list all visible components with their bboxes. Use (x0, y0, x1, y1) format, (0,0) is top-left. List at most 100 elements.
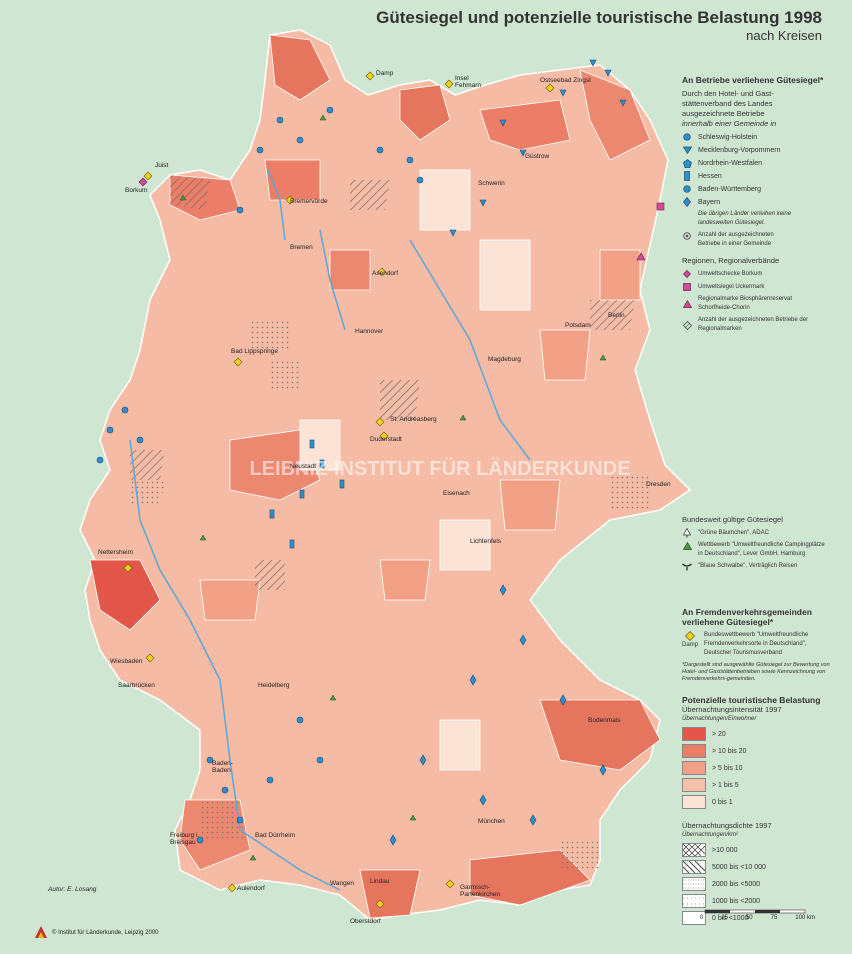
city-label: Borkum (125, 187, 148, 194)
city-label: Magdeburg (488, 356, 521, 363)
scale-tick: 50 (745, 915, 753, 921)
circle-icon (682, 132, 692, 142)
legend-label: Regionalmarke Biosphärenreservat Schorfh… (698, 296, 793, 311)
swallow-icon (682, 562, 692, 572)
density-swatch (682, 894, 706, 908)
city-label: Dresden (646, 481, 671, 488)
legend-class: 1000 bis <2000 (682, 894, 832, 908)
city-label: München (478, 818, 505, 825)
intensity-regions (89, 34, 661, 919)
legend-label: Anzahl der ausgezeichneten (698, 232, 774, 238)
legend-label: "Grüne Bäumchen", ADAC (698, 529, 769, 536)
intensity-swatch (682, 795, 706, 809)
legend-class: > 10 bis 20 (682, 744, 832, 758)
density-swatch (682, 843, 706, 857)
legend-regionen: Regionen, Regionalverbände Umweltschecke… (682, 256, 832, 337)
city-label: Juist (155, 162, 169, 169)
city-label: Potsdam (565, 322, 591, 329)
intensity-class-list: > 20 > 10 bis 20 > 5 bis 10 > 1 bis 5 0 bis … (682, 727, 832, 809)
legend-footnote: *Dargestellt sind ausgewählte Gütesiegel… (682, 662, 830, 682)
author-credit: Autor: E. Losang (48, 886, 97, 893)
city-label: Bad Dürrheim (255, 832, 296, 839)
city-label: Ostseebad Zingst (540, 77, 591, 84)
city-label: Wangen (330, 880, 354, 887)
legend-label: 1000 bis <2000 (712, 897, 761, 905)
legend-label: Umweltsiegel Uckermark (698, 283, 765, 290)
map-title: Gütesiegel und potenzielle touristische … (376, 8, 822, 27)
city-label: Aulendorf (237, 885, 265, 892)
legend-subheading: Übernachtungsdichte 1997 (682, 821, 772, 830)
germany-outline (79, 29, 692, 921)
legend-example: Damp (682, 642, 699, 648)
map-title-block: Gütesiegel und potenzielle touristische … (376, 8, 822, 43)
intensity-swatch (682, 727, 706, 741)
city-label: Eisenach (443, 490, 470, 497)
density-swatch (682, 860, 706, 874)
legend-item: Regionalmarke Biosphärenreservat Schorfh… (682, 295, 832, 313)
city-label: Duderstadt (370, 436, 402, 443)
legend-label: 0 bis <1000 (712, 914, 749, 922)
scale-bar-graphic (704, 909, 806, 914)
scale-bar: 0 25 50 75 100 km (700, 905, 815, 935)
city-label: Hannover (355, 328, 384, 335)
scale-tick: 75 (770, 915, 778, 921)
watermark: LEIBNIZ-INSTITUT FÜR LÄNDERKUNDE (249, 457, 630, 480)
legend-class: 0 bis 1 (682, 795, 832, 809)
city-label: Bremervörde (290, 198, 328, 205)
legend-label: "Blaue Schwalbe", Verträglich Reisen (698, 563, 798, 569)
tree-icon (682, 528, 692, 538)
legend-heading: Potenzielle touristische Belastung (682, 695, 821, 705)
circle-icon (682, 184, 692, 194)
triangle-icon (682, 299, 692, 309)
legend-item: Damp Bundeswettbewerb "Umweltfreundliche… (682, 631, 832, 658)
legend-item: Mecklenburg-Vorpommern (682, 145, 832, 155)
diamond-icon (682, 197, 692, 207)
map-subtitle: nach Kreisen (746, 28, 822, 43)
scale-ticks: 0 25 50 75 100 km (700, 915, 815, 921)
legend-item: Schleswig-Holstein (682, 132, 832, 142)
legend-label: Schleswig-Holstein (698, 133, 758, 141)
ifl-logo-icon (34, 925, 48, 941)
city-label: Güstrow (525, 153, 550, 160)
legend-heading: An Betriebe verliehene Gütesiegel* (682, 75, 824, 85)
legend-item: Nordrhein-Westfalen (682, 158, 832, 168)
intensity-swatch (682, 778, 706, 792)
legend-item: Hessen (682, 171, 832, 181)
legend-label: 5000 bis <10 000 (712, 863, 766, 871)
city-label: Asendorf (372, 270, 399, 277)
legend-item: "Grüne Bäumchen", ADAC (682, 528, 832, 538)
legend-label: Mecklenburg-Vorpommern (698, 146, 781, 154)
legend-item: Baden-Württemberg (682, 184, 832, 194)
legend-heading: Regionen, Regionalverbände (682, 256, 780, 265)
city-label: Saarbrücken (118, 682, 155, 689)
legend-label: 0 bis 1 (712, 798, 733, 806)
diamond-icon (682, 269, 692, 279)
city-label: Wiesbaden (110, 658, 143, 665)
intensity-swatch (682, 761, 706, 775)
city-label: Neustadt (290, 463, 317, 470)
legend-class: 0 bis <1000 (682, 911, 832, 925)
legend-label: > 1 bis 5 (712, 781, 739, 789)
square-icon (682, 282, 692, 292)
legend-bundesweit: Bundesweit gültige Gütesiegel "Grüne Bäu… (682, 515, 832, 575)
copyright-text: © Institut für Länderkunde, Leipzig 2000 (52, 930, 159, 936)
legend-text: Durch den Hotel- und Gast- (682, 89, 774, 98)
scale-tick: 0 (700, 915, 704, 921)
legend-heading: verliehene Gütesiegel* (682, 617, 774, 627)
city-label: Schwerin (478, 180, 505, 187)
city-label: Freiburg i. Breisgau (170, 832, 200, 846)
legend-item: Anzahl der ausgezeichneten Betriebe in ei… (682, 231, 832, 249)
legend-fremdenverkehr: An Fremdenverkehrsgemeinden verliehene G… (682, 607, 832, 683)
legend-label: >10 000 (712, 846, 738, 854)
legend-item: "Blaue Schwalbe", Verträglich Reisen (682, 562, 832, 572)
triangle-down-icon (682, 145, 692, 155)
legend-label: Betriebe in einer Gemeinde (698, 241, 772, 247)
city-label: Heidelberg (258, 682, 290, 689)
legend-subheading: Übernachtungsintensität 1997 (682, 705, 782, 714)
legend-label: Bayern (698, 198, 721, 206)
legend-label: Wettbewerb "Umweltfreundliche Campingplä… (698, 542, 825, 557)
triangle-icon (682, 541, 692, 551)
legend-heading: Bundesweit gültige Gütesiegel (682, 515, 783, 524)
legend-betriebe: An Betriebe verliehene Gütesiegel* Durch… (682, 75, 832, 252)
legend-item: Umweltschecke Borkum (682, 269, 832, 279)
